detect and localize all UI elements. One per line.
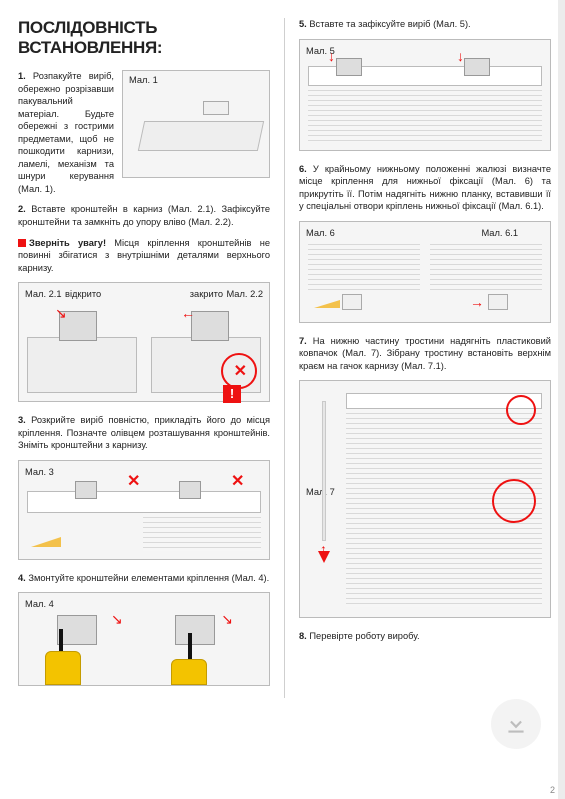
- fig3-x1: ✕: [127, 471, 140, 491]
- fig2-x-mark: ✕: [234, 361, 247, 381]
- fig4-drill-1: [45, 651, 81, 685]
- fig4-bracket-2: [175, 615, 215, 645]
- fig1-part: [203, 101, 229, 115]
- fig3-bracket-2: [179, 481, 201, 499]
- figure-close-label: закрито: [190, 289, 223, 299]
- step2-text-a: 2. Вставте кронштейн в карниз (Мал. 2.1)…: [18, 203, 270, 228]
- fig4-arrow2: ↘: [221, 611, 233, 628]
- figure-3: Мал. 3 ✕ ✕: [18, 460, 270, 560]
- fig6-slats-left: [308, 240, 420, 290]
- fig4-bit-2: [188, 633, 192, 659]
- fig6-clip-right: [488, 294, 508, 310]
- figure-61-label: Мал. 6.1: [481, 228, 518, 238]
- warning-square-icon: [18, 239, 26, 247]
- fig2-arrow-open: ↘: [55, 305, 67, 322]
- fig4-bit-1: [59, 629, 63, 651]
- figure-4: Мал. 4 ↘ ↘: [18, 592, 270, 686]
- fig4-arrow1: ↘: [111, 611, 123, 628]
- fig5-arrow-2: ↓: [457, 48, 464, 64]
- download-watermark-icon: [491, 699, 541, 749]
- step1-body: Розпакуйте виріб, обережно розрізавши па…: [18, 71, 114, 194]
- fig6-clip-left: [342, 294, 362, 310]
- step2-body-a: Вставте кронштейн в карниз (Мал. 2.1). З…: [18, 204, 270, 227]
- figure-21-label: Мал. 2.1: [25, 289, 62, 299]
- fig3-slats: [143, 513, 261, 551]
- fig6-slats-right: [430, 240, 542, 290]
- page-number: 2: [550, 785, 555, 795]
- right-column: 5. Вставте та зафіксуйте виріб (Мал. 5).…: [285, 18, 551, 698]
- step3-text: 3. Розкрийте виріб повністю, прикладіть …: [18, 414, 270, 452]
- page-title: ПОСЛІДОВНІСТЬ ВСТАНОВЛЕННЯ:: [18, 18, 270, 58]
- fig5-slats: [308, 86, 542, 142]
- figure-5: Мал. 5 ↓ ↓: [299, 39, 551, 151]
- figure-4-label: Мал. 4: [25, 599, 54, 609]
- fig4-bracket-1: [57, 615, 97, 645]
- fig6-arrow: →: [470, 294, 484, 310]
- step4-text: 4. Змонтуйте кронштейни елементами кріпл…: [18, 572, 270, 585]
- step3-body: Розкрийте виріб повністю, прикладіть йог…: [18, 415, 270, 450]
- figure-22-label: Мал. 2.2: [226, 289, 263, 299]
- fig6-pencil: [314, 300, 340, 308]
- step8-text: 8. Перевірте роботу виробу.: [299, 630, 551, 643]
- fig2-rail-left: [27, 337, 137, 393]
- step1-text: 1. Розпакуйте виріб, обережно розрізавши…: [18, 70, 114, 195]
- fig2-warn-badge: !: [223, 385, 241, 403]
- fig7-arrow-cap: ↑: [320, 541, 327, 557]
- fig2-arrow-close: ←: [181, 305, 195, 321]
- step7-body: На нижню частину тростини надягніть плас…: [299, 336, 551, 371]
- fig3-x2: ✕: [231, 471, 244, 491]
- figure-3-label: Мал. 3: [25, 467, 54, 477]
- left-column: ПОСЛІДОВНІСТЬ ВСТАНОВЛЕННЯ: 1. Розпакуйт…: [18, 18, 284, 698]
- step6-text: 6. У крайньому нижньому положенні жалюзі…: [299, 163, 551, 213]
- figure-1: Мал. 1: [122, 70, 270, 178]
- step5-text: 5. Вставте та зафіксуйте виріб (Мал. 5).: [299, 18, 551, 31]
- step4-body: Змонтуйте кронштейни елементами кріпленн…: [28, 573, 269, 583]
- fig1-rail: [138, 121, 264, 151]
- fig5-bracket-1: [336, 58, 362, 76]
- figure-open-label: відкрито: [65, 289, 101, 299]
- step8-body: Перевірте роботу виробу.: [309, 631, 419, 641]
- figure-6: Мал. 6 Мал. 6.1 →: [299, 221, 551, 323]
- page-content: ПОСЛІДОВНІСТЬ ВСТАНОВЛЕННЯ: 1. Розпакуйт…: [0, 0, 565, 708]
- fig3-bracket-1: [75, 481, 97, 499]
- figure-7-label: Мал. 7: [306, 487, 335, 497]
- fig4-drill-2: [171, 659, 207, 685]
- figure-1-label: Мал. 1: [129, 75, 158, 85]
- fig5-arrow-1: ↓: [328, 48, 335, 64]
- fig3-headrail: [27, 491, 261, 513]
- step1-row: 1. Розпакуйте виріб, обережно розрізавши…: [18, 70, 270, 203]
- fig5-bracket-2: [464, 58, 490, 76]
- step5-body: Вставте та зафіксуйте виріб (Мал. 5).: [309, 19, 470, 29]
- step2-warn-label: Зверніть увагу!: [29, 238, 106, 248]
- step6-body: У крайньому нижньому положенні жалюзі ви…: [299, 164, 551, 212]
- fig7-rod: [322, 401, 326, 541]
- figure-2: Мал. 2.1 відкрито закрито Мал. 2.2 ↘ ← ✕…: [18, 282, 270, 402]
- figure-7: Мал. 7 Мал. 7.1 ↑: [299, 380, 551, 618]
- step7-text: 7. На нижню частину тростини надягніть п…: [299, 335, 551, 373]
- page-scroll-strip: [558, 0, 565, 799]
- fig3-pencil: [31, 537, 61, 547]
- figure-6-label: Мал. 6: [306, 228, 335, 238]
- step2-text-b: Зверніть увагу! Місця кріплення кронштей…: [18, 237, 270, 275]
- fig2-bracket-closed: [191, 311, 229, 341]
